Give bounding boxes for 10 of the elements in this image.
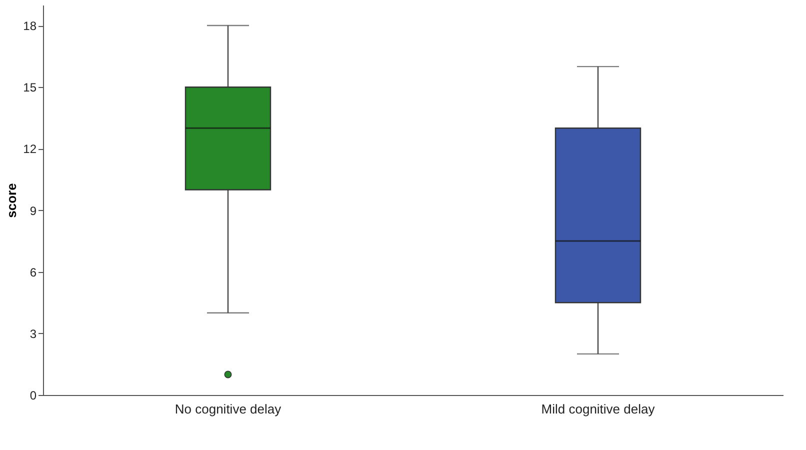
y-tick-label: 3 — [30, 326, 37, 341]
y-tick-label: 9 — [30, 204, 37, 218]
y-tick-label: 15 — [23, 80, 37, 95]
y-tick-label: 18 — [23, 19, 37, 34]
y-tick-label: 6 — [30, 265, 37, 280]
y-tick-label: 0 — [30, 388, 37, 402]
x-tick-label: Mild cognitive delay — [541, 402, 656, 416]
y-tick-label: 12 — [23, 142, 37, 156]
y-axis-title: score — [4, 183, 20, 218]
x-tick-label: No cognitive delay — [174, 402, 282, 416]
